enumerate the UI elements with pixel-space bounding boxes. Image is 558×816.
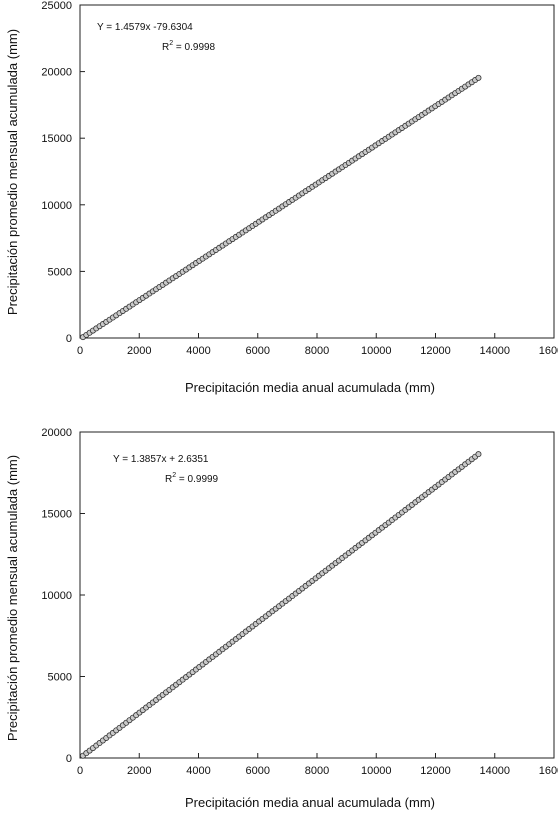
- chart-1-y-axis-label: Precipitación promedio mensual acumulada…: [5, 29, 20, 315]
- x-tick-label: 16000: [539, 765, 558, 777]
- chart-1-y-ticks: 0 5000 10000 15000 20000 25000: [41, 0, 85, 345]
- chart-2: 0 2000 4000 6000 8000 10000 12000 14000 16000 0 5…: [5, 427, 558, 810]
- x-tick-label: 2000: [127, 765, 151, 777]
- x-tick-label: 14000: [479, 345, 510, 357]
- x-tick-label: 6000: [246, 345, 270, 357]
- chart-2-r-value: = 0.9999: [176, 474, 218, 485]
- y-tick-label: 0: [66, 333, 72, 345]
- chart-2-r-exponent: 2: [172, 472, 176, 479]
- chart-2-y-ticks: 0 5000 10000 15000 20000: [41, 427, 85, 765]
- y-tick-label: 10000: [41, 590, 72, 602]
- chart-2-x-ticks: 0 2000 4000 6000 8000 10000 12000 14000 16000: [77, 753, 558, 777]
- x-tick-label: 8000: [305, 345, 329, 357]
- x-tick-label: 10000: [361, 345, 392, 357]
- y-tick-label: 0: [66, 753, 72, 765]
- x-tick-label: 8000: [305, 765, 329, 777]
- y-tick-label: 5000: [48, 672, 72, 684]
- y-tick-label: 15000: [41, 133, 72, 145]
- chart-1-r-value: = 0.9998: [173, 42, 215, 53]
- chart-1-x-axis-label: Precipitación media anual acumulada (mm): [185, 380, 435, 395]
- x-tick-label: 0: [77, 345, 83, 357]
- x-tick-label: 12000: [420, 345, 451, 357]
- x-tick-label: 4000: [186, 765, 210, 777]
- chart-2-plot-frame: [79, 431, 555, 759]
- chart-1-points: [79, 74, 482, 341]
- chart-1-r-label: R: [162, 42, 169, 53]
- x-tick-label: 10000: [361, 765, 392, 777]
- chart-2-x-axis-label: Precipitación media anual acumulada (mm): [185, 795, 435, 810]
- chart-2-y-axis-label: Precipitación promedio mensual acumulada…: [5, 455, 20, 741]
- chart-1-equation: Y = 1.4579x -79.6304: [97, 22, 193, 33]
- chart-2-equation: Y = 1.3857x + 2.6351: [113, 454, 209, 465]
- x-tick-label: 14000: [479, 765, 510, 777]
- x-tick-label: 12000: [420, 765, 451, 777]
- chart-1: 0 2000 4000 6000 8000 10000 12000 14000 16000 0 5…: [5, 0, 558, 395]
- y-tick-label: 15000: [41, 509, 72, 521]
- y-tick-label: 20000: [41, 427, 72, 439]
- data-point: [475, 74, 482, 81]
- y-tick-label: 10000: [41, 200, 72, 212]
- chart-2-points: [79, 451, 482, 759]
- x-tick-label: 16000: [539, 345, 558, 357]
- x-tick-label: 6000: [246, 765, 270, 777]
- y-tick-label: 5000: [48, 266, 72, 278]
- chart-2-r-label: R: [165, 474, 172, 485]
- chart-1-r-exponent: 2: [169, 40, 173, 47]
- data-point: [475, 451, 482, 458]
- x-tick-label: 0: [77, 765, 83, 777]
- x-tick-label: 4000: [186, 345, 210, 357]
- chart-1-plot-frame: [79, 4, 555, 339]
- chart-2-r-squared: R2 = 0.9999: [165, 472, 219, 485]
- chart-1-x-ticks: 0 2000 4000 6000 8000 10000 12000 14000 16000: [77, 333, 558, 357]
- y-tick-label: 25000: [41, 0, 72, 12]
- y-tick-label: 20000: [41, 67, 72, 79]
- chart-1-r-squared: R2 = 0.9998: [162, 40, 216, 53]
- x-tick-label: 2000: [127, 345, 151, 357]
